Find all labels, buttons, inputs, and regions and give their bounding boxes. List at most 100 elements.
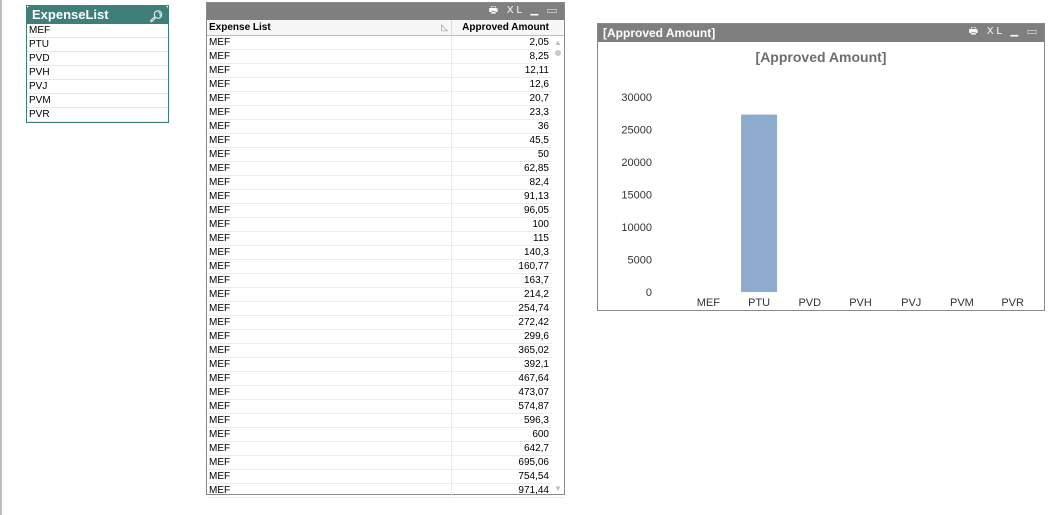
cell-expense: MEF	[207, 400, 452, 413]
listbox-title: ExpenseList	[32, 7, 109, 22]
cell-amount: 600	[532, 429, 549, 440]
chart-caption-title: [Approved Amount]	[603, 26, 716, 40]
table-row[interactable]: MEF 23,3	[207, 106, 564, 120]
cell-expense: MEF	[207, 274, 452, 287]
vertical-scrollbar[interactable]: ▲ ▼	[552, 36, 564, 494]
y-tick-label: 20000	[621, 157, 652, 169]
cell-amount: 36	[537, 121, 549, 132]
scroll-down-icon[interactable]: ▼	[554, 484, 562, 493]
table-row[interactable]: MEF 82,4	[207, 176, 564, 190]
cell-expense: MEF	[207, 78, 452, 91]
cell-expense: MEF	[207, 176, 452, 189]
y-tick-label: 5000	[628, 255, 652, 267]
cell-amount: 62,85	[523, 163, 549, 174]
left-window-border	[0, 0, 2, 515]
table-row[interactable]: MEF 299,6	[207, 330, 564, 344]
cell-amount: 140,3	[523, 247, 549, 258]
table-row[interactable]: MEF 467,64	[207, 372, 564, 386]
cell-amount: 596,3	[523, 415, 549, 426]
table-row[interactable]: MEF 12,6	[207, 78, 564, 92]
cell-amount: 115	[533, 233, 549, 244]
table-row[interactable]: MEF 163,7	[207, 274, 564, 288]
table-row[interactable]: MEF 20,7	[207, 92, 564, 106]
cell-expense: MEF	[207, 288, 452, 301]
table-row[interactable]: MEF 62,85	[207, 162, 564, 176]
cell-amount: 299,6	[523, 331, 549, 342]
cell-amount: 473,07	[518, 387, 549, 398]
listbox-item[interactable]: PVM	[27, 94, 168, 108]
scroll-thumb[interactable]	[555, 50, 561, 56]
chart-caption-bar[interactable]: [Approved Amount] 🖶 XL ▁ ▭	[598, 24, 1044, 42]
cell-expense: MEF	[207, 232, 452, 245]
table-row[interactable]: MEF 45,5	[207, 134, 564, 148]
table-row[interactable]: MEF 392,1	[207, 358, 564, 372]
listbox-item[interactable]: PTU	[27, 38, 168, 52]
table-row[interactable]: MEF 596,3	[207, 414, 564, 428]
table-row[interactable]: MEF 695,06	[207, 456, 564, 470]
table-caption-bar[interactable]: 🖶 XL ▁ ▭	[207, 3, 564, 20]
y-tick-label: 30000	[621, 92, 652, 104]
listbox-item[interactable]: PVJ	[27, 80, 168, 94]
cell-expense: MEF	[207, 92, 452, 105]
x-tick-label: PVD	[798, 297, 821, 309]
table-row[interactable]: MEF 365,02	[207, 344, 564, 358]
cell-amount: 12,6	[529, 79, 549, 90]
cell-amount: 695,06	[518, 457, 549, 468]
cell-amount: 8,25	[529, 51, 549, 62]
table-row[interactable]: MEF 140,3	[207, 246, 564, 260]
listbox-caption[interactable]: ExpenseList 🔎︎	[27, 6, 168, 24]
table-row[interactable]: MEF 36	[207, 120, 564, 134]
cell-amount: 642,7	[523, 443, 549, 454]
table-row[interactable]: MEF 214,2	[207, 288, 564, 302]
listbox-item[interactable]: PVR	[27, 108, 168, 122]
cell-amount: 272,42	[518, 317, 549, 328]
cell-expense: MEF	[207, 428, 452, 441]
table-row[interactable]: MEF 50	[207, 148, 564, 162]
table-row[interactable]: MEF 12,11	[207, 64, 564, 78]
bar-ptu[interactable]	[741, 114, 778, 292]
table-row[interactable]: MEF 2,05	[207, 36, 564, 50]
listbox-item[interactable]: PVD	[27, 52, 168, 66]
bar-chart: [Approved Amount] 0 5000 10000 15000 20000 250…	[621, 49, 1024, 309]
approved-amount-chart-box[interactable]: [Approved Amount] 🖶 XL ▁ ▭ [Approved Amo…	[597, 23, 1045, 311]
cell-expense: MEF	[207, 162, 452, 175]
column-header-approved-amount[interactable]: Approved Amount	[462, 22, 549, 33]
cell-expense: MEF	[207, 414, 452, 427]
sort-icon[interactable]: ◺	[441, 22, 448, 32]
table-row[interactable]: MEF 600	[207, 428, 564, 442]
column-header-expense-list[interactable]: Expense List ◺	[207, 20, 452, 35]
cell-amount: 392,1	[523, 359, 549, 370]
table-row[interactable]: MEF 971,44	[207, 484, 564, 498]
scroll-up-icon[interactable]: ▲	[554, 38, 562, 47]
listbox-item[interactable]: PVH	[27, 66, 168, 80]
cell-expense: MEF	[207, 64, 452, 77]
table-row[interactable]: MEF 96,05	[207, 204, 564, 218]
y-tick-label: 25000	[621, 125, 652, 137]
table-row[interactable]: MEF 574,87	[207, 400, 564, 414]
cell-expense: MEF	[207, 386, 452, 399]
cell-amount: 467,64	[518, 373, 549, 384]
caption-icons[interactable]: 🖶 XL ▁ ▭	[968, 26, 1040, 37]
caption-icons[interactable]: 🖶 XL ▁ ▭	[488, 5, 560, 16]
cell-expense: MEF	[207, 456, 452, 469]
cell-amount: 20,7	[529, 93, 549, 104]
x-tick-label: PVJ	[901, 297, 921, 309]
table-row[interactable]: MEF 91,13	[207, 190, 564, 204]
cell-amount: 91,13	[523, 191, 549, 202]
table-row[interactable]: MEF 100	[207, 218, 564, 232]
table-row[interactable]: MEF 272,42	[207, 316, 564, 330]
table-row[interactable]: MEF 473,07	[207, 386, 564, 400]
listbox-item[interactable]: MEF	[27, 24, 168, 38]
table-row[interactable]: MEF 254,74	[207, 302, 564, 316]
table-row[interactable]: MEF 642,7	[207, 442, 564, 456]
search-icon[interactable]: 🔎︎	[149, 11, 163, 23]
listbox-items: MEF PTU PVD PVH PVJ PVM PVR	[27, 24, 168, 122]
table-row[interactable]: MEF 115	[207, 232, 564, 246]
cell-expense: MEF	[207, 246, 452, 259]
table-row[interactable]: MEF 754,54	[207, 470, 564, 484]
approved-amount-table[interactable]: 🖶 XL ▁ ▭ Expense List ◺ Approved Amount …	[206, 2, 565, 498]
expense-list-box[interactable]: ExpenseList 🔎︎ MEF PTU PVD PVH PVJ PVM PVR	[26, 5, 169, 123]
table-row[interactable]: MEF 160,77	[207, 260, 564, 274]
cell-amount: 254,74	[518, 303, 549, 314]
table-row[interactable]: MEF 8,25	[207, 50, 564, 64]
